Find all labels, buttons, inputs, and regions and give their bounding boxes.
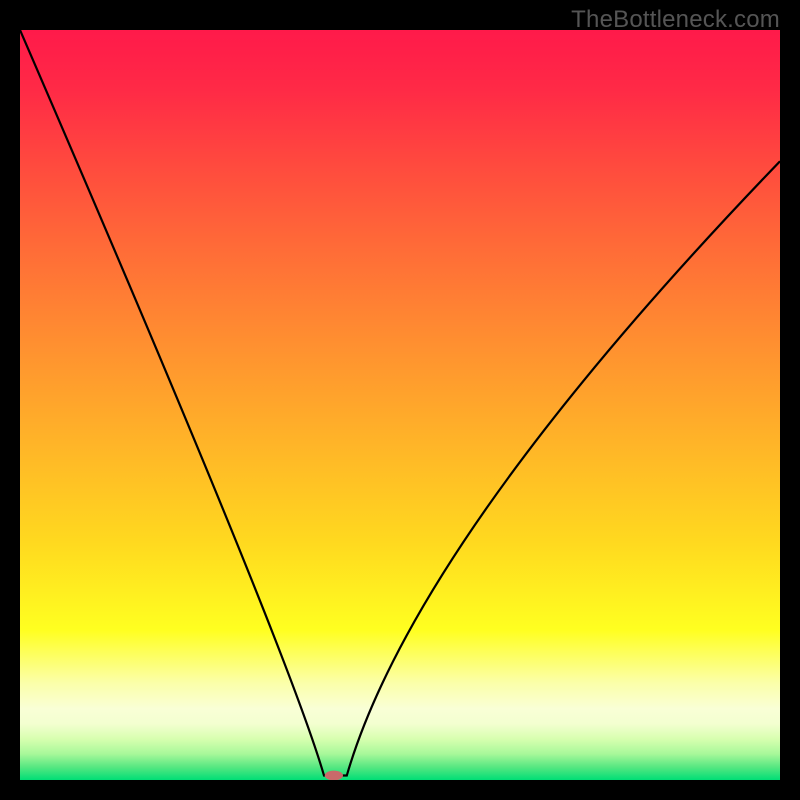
curve-path	[20, 30, 780, 776]
bottleneck-curve	[20, 30, 780, 780]
trough-marker	[325, 771, 343, 780]
chart-frame: TheBottleneck.com	[0, 0, 800, 800]
plot-area	[20, 30, 780, 780]
